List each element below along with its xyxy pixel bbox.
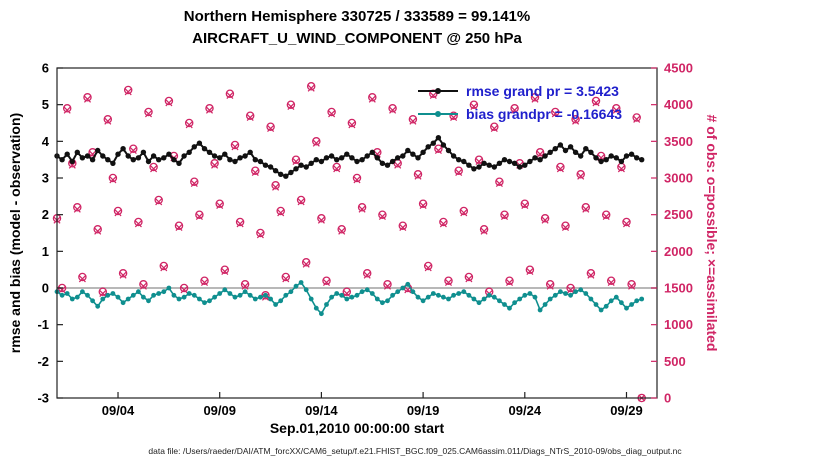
svg-text:09/24: 09/24 — [509, 403, 542, 418]
svg-text:2: 2 — [42, 207, 49, 222]
svg-text:6: 6 — [42, 61, 49, 76]
legend-entry-bias: bias grandpr = -0.16643 — [418, 102, 622, 125]
legend-rmse-label: rmse grand pr = 3.5423 — [466, 82, 619, 99]
svg-text:1: 1 — [42, 244, 49, 259]
possible-markers — [52, 82, 646, 403]
axes-box — [56, 67, 658, 399]
svg-text:3500: 3500 — [664, 134, 693, 149]
bias-series — [54, 280, 645, 317]
svg-text:3000: 3000 — [664, 171, 693, 186]
svg-text:1500: 1500 — [664, 281, 693, 296]
svg-text:09/19: 09/19 — [407, 403, 440, 418]
svg-text:-1: -1 — [37, 317, 49, 332]
svg-text:5: 5 — [42, 97, 49, 112]
right-axis-ticks: 0 500 1000 1500 2000 2500 3000 3500 4000 4500 — [651, 61, 693, 406]
left-axis-ticks: -3 -2 -1 0 1 2 3 4 5 6 — [37, 61, 63, 406]
legend-bias-label: bias grandpr = -0.16643 — [466, 105, 623, 122]
svg-text:09/09: 09/09 — [203, 403, 236, 418]
svg-text:4000: 4000 — [664, 97, 693, 112]
right-axis-label: # of obs: o=possible; ×=assimilated — [704, 114, 720, 352]
x-axis-ticks: 09/04 09/09 09/14 09/19 09/24 09/29 — [102, 392, 643, 418]
left-axis-label: rmse and bias (model - observation) — [7, 112, 23, 354]
svg-text:500: 500 — [664, 354, 686, 369]
data-file-caption: data file: /Users/raeder/DAI/ATM_forcXX/… — [148, 446, 682, 456]
x-axis-label: Sep.01,2010 00:00:00 start — [269, 420, 445, 436]
svg-text:0: 0 — [42, 281, 49, 296]
svg-text:4500: 4500 — [664, 61, 693, 76]
title-line-2: AIRCRAFT_U_WIND_COMPONENT @ 250 hPa — [192, 30, 522, 47]
assimilated-markers — [53, 84, 646, 402]
svg-text:09/04: 09/04 — [102, 403, 135, 418]
svg-text:09/29: 09/29 — [610, 403, 643, 418]
legend: rmse grand pr = 3.5423 bias grandpr = -0… — [418, 79, 622, 125]
chart-title: Northern Hemisphere 330725 / 333589 = 99… — [57, 6, 657, 50]
svg-text:4: 4 — [42, 134, 50, 149]
svg-text:-2: -2 — [37, 354, 49, 369]
rmse-series — [54, 135, 645, 179]
legend-entry-rmse: rmse grand pr = 3.5423 — [418, 79, 622, 102]
svg-text:2500: 2500 — [664, 207, 693, 222]
svg-text:3: 3 — [42, 171, 49, 186]
title-line-1: Northern Hemisphere 330725 / 333589 = 99… — [183, 8, 531, 25]
svg-text:0: 0 — [664, 391, 671, 406]
rmse-line-swatch — [418, 87, 458, 94]
svg-text:2000: 2000 — [664, 244, 693, 259]
svg-text:1000: 1000 — [664, 317, 693, 332]
svg-text:-3: -3 — [37, 391, 49, 406]
svg-text:09/14: 09/14 — [305, 403, 338, 418]
bias-line-swatch — [418, 110, 458, 117]
